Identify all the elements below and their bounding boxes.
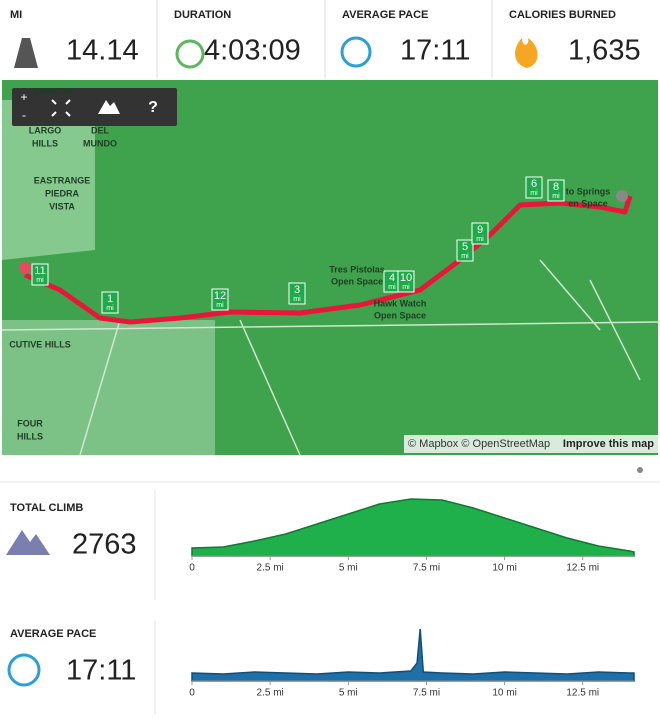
attribution[interactable]: © Mapbox © OpenStreetMap: [408, 438, 550, 450]
mile-marker: [101, 291, 119, 314]
help-button[interactable]: ?: [148, 99, 158, 116]
gauge-icon: [340, 36, 372, 68]
mile-marker: [211, 288, 229, 311]
x-tick-label: 12.5 mi: [566, 688, 599, 699]
road-icon: [14, 38, 38, 68]
zoom-in[interactable]: +: [20, 90, 27, 104]
mile-number: 4: [389, 272, 395, 284]
improve-link[interactable]: Improve this map: [563, 438, 654, 450]
mile-number: 9: [477, 224, 483, 236]
x-tick-label: 10 mi: [492, 688, 516, 699]
mile-unit: mi: [216, 302, 224, 309]
x-tick-label: 10 mi: [492, 563, 516, 574]
place-label: HILLS: [17, 431, 43, 441]
map-controls: [12, 88, 177, 126]
stat-value: 14.14: [66, 35, 139, 67]
mile-number: 10: [400, 272, 412, 284]
mile-unit: mi: [476, 236, 484, 243]
stat-value: 17:11: [400, 35, 470, 67]
place-label: Open Space: [331, 276, 383, 286]
zoom-out[interactable]: -: [22, 108, 26, 122]
mile-number: 5: [462, 241, 468, 253]
place-label: en Space: [568, 198, 608, 208]
mile-number: 12: [214, 290, 226, 302]
mile-number: 6: [531, 178, 537, 190]
mile-unit: mi: [36, 277, 44, 284]
section-value: 2763: [72, 529, 137, 561]
start-pin: [19, 262, 31, 274]
x-tick-label: 7.5 mi: [413, 563, 440, 574]
x-tick-label: 5 mi: [339, 563, 358, 574]
stat-value: 4:03:09: [204, 35, 301, 67]
place-label: VISTA: [49, 201, 75, 211]
section-value: 17:11: [66, 655, 136, 687]
place-label: PIEDRA: [45, 188, 80, 198]
place-label: EASTRANGE: [34, 175, 91, 185]
place-label: LARGO: [29, 125, 62, 135]
place-label: DEL: [91, 125, 110, 135]
place-label: MUNDO: [83, 138, 117, 148]
mile-unit: mi: [530, 190, 538, 197]
x-tick-label: 0: [189, 563, 195, 574]
x-tick-label: 7.5 mi: [413, 688, 440, 699]
stopwatch-icon: [175, 39, 205, 69]
x-tick-label: 5 mi: [339, 688, 358, 699]
people-icon[interactable]: [637, 467, 643, 473]
section-label: TOTAL CLIMB: [10, 502, 83, 514]
mile-number: 3: [294, 284, 300, 296]
road: [1, 259, 660, 456]
map-lowland: [2, 320, 215, 455]
mile-unit: mi: [106, 305, 114, 312]
place-label: to Springs: [566, 186, 611, 196]
x-tick-label: 12.5 mi: [566, 563, 599, 574]
route: [24, 195, 633, 325]
stat-label: DURATION: [174, 9, 231, 21]
mile-marker: [525, 176, 543, 199]
place-label: CANYON: [32, 86, 71, 96]
place-label: HILLS: [32, 138, 58, 148]
fullscreen-button[interactable]: [51, 99, 71, 117]
terrain-button[interactable]: [98, 100, 120, 114]
stat-label: CALORIES BURNED: [509, 9, 616, 21]
mile-marker: [288, 282, 306, 305]
mile-marker: [471, 222, 489, 245]
map-city: [2, 100, 95, 260]
mile-marker: [397, 270, 415, 293]
profile-area: [191, 628, 635, 682]
attribution-bg: [404, 435, 658, 453]
x-tick-label: 2.5 mi: [257, 688, 284, 699]
stat-label: MI: [10, 9, 22, 21]
end-pin: [616, 190, 628, 202]
flame-icon: [515, 38, 538, 68]
x-tick-label: 0: [189, 688, 195, 699]
map[interactable]: + - ? © Mapbox © OpenStreetMap Improve t…: [1, 80, 660, 456]
mountain-icon: [6, 530, 50, 555]
mile-marker: [456, 239, 474, 262]
mile-unit: mi: [402, 284, 410, 291]
place-label: Hawk Watch: [374, 298, 427, 308]
gauge-icon: [7, 653, 41, 687]
x-tick-label: 2.5 mi: [257, 563, 284, 574]
place-label: Tres Pistolas: [329, 264, 385, 274]
mile-marker: [31, 263, 49, 286]
mile-number: 1: [107, 293, 113, 305]
stat-label: AVERAGE PACE: [342, 9, 428, 21]
mile-unit: mi: [461, 253, 469, 260]
place-label: FOUR: [17, 418, 43, 428]
stats-bar: MI 14.14 DURATION 4:03:09 AVERAGE PACE 1…: [10, 0, 641, 78]
mile-marker: [547, 179, 565, 202]
mile-number: 8: [553, 181, 559, 193]
mile-unit: mi: [293, 296, 301, 303]
stat-value: 1,635: [568, 35, 641, 67]
mile-number: 11: [34, 265, 45, 277]
mile-unit: mi: [388, 284, 396, 291]
profile-area: [191, 498, 635, 557]
mile-unit: mi: [552, 193, 560, 200]
place-label: CUTIVE HILLS: [9, 339, 71, 349]
section-label: AVERAGE PACE: [10, 628, 96, 640]
place-label: Open Space: [374, 310, 426, 320]
